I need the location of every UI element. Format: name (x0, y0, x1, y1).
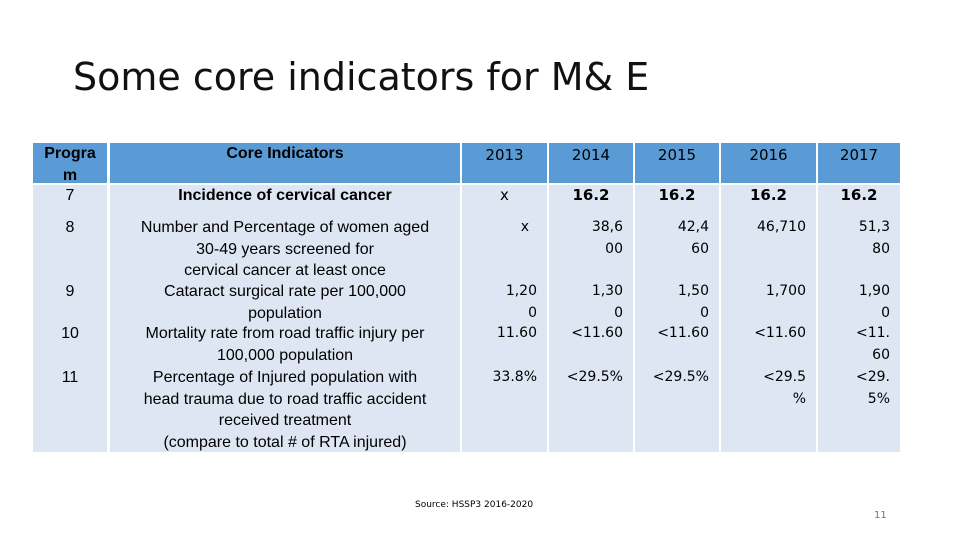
row-8-value-2017: 51,3 80 (858, 219, 890, 257)
row-9-value-2013: 1,20 0 (505, 283, 537, 321)
header-bg-col-4 (635, 143, 719, 183)
row-indicator-11: Percentage of Injured population with hea… (143, 369, 427, 451)
row-program-7: 7 (65, 187, 75, 204)
row-8-value-2014: 38,6 00 (591, 219, 623, 257)
body-bg-col-3 (549, 185, 633, 452)
row-9-value-2015: 1,50 0 (677, 283, 709, 321)
body-bg-col-0 (33, 185, 107, 452)
header-year-2014: 2014 (571, 146, 611, 164)
page-number: 11 (874, 510, 887, 521)
row-11-value-2015: <29.5% (652, 369, 709, 385)
source-note: Source: HSSP3 2016-2020 (415, 500, 534, 510)
row-program-8: 8 (65, 219, 75, 236)
row-11-value-2013: 33.8% (492, 369, 537, 385)
header-year-2013: 2013 (485, 146, 524, 164)
row-program-9: 9 (65, 283, 75, 300)
slide-title: Some core indicators for M& E (73, 55, 650, 99)
row-9-value-2016: 1,700 (765, 283, 806, 299)
header-year-2015: 2015 (657, 146, 697, 164)
body-bg-col-1 (110, 185, 460, 452)
header-bg-col-5 (721, 143, 816, 183)
body-bg-col-6 (818, 185, 900, 452)
row-11-value-2017: <29. 5% (856, 369, 890, 407)
row-11-value-2016: <29.5% (763, 369, 806, 407)
row-10-value-2015: <11.60 (657, 325, 709, 341)
header-bg-col-0 (33, 143, 107, 183)
body-bg-col-4 (635, 185, 719, 452)
row-7-value-2015: 16.2 (658, 186, 696, 204)
row-indicator-10: Mortality rate from road traffic injury … (145, 325, 425, 364)
row-7-value-2017: 16.2 (840, 186, 878, 204)
row-program-11: 11 (61, 369, 79, 386)
row-8-value-2016: 46,710 (757, 219, 806, 235)
header-bg-col-3 (549, 143, 633, 183)
row-8-value-2013: x (520, 219, 529, 235)
row-8-value-2015: 42,4 60 (677, 219, 709, 257)
header-core-indicators: Core Indicators (226, 145, 344, 162)
header-year-2017: 2017 (839, 146, 879, 164)
header-bg-col-6 (818, 143, 900, 183)
header-bg-col-1 (110, 143, 460, 183)
row-7-value-2016: 16.2 (749, 186, 787, 204)
row-10-value-2013: 11.60 (496, 325, 537, 341)
row-10-value-2014: <11.60 (571, 325, 623, 341)
header-program: Progra m (44, 145, 96, 184)
body-bg-col-5 (721, 185, 816, 452)
body-bg-col-2 (462, 185, 547, 452)
row-11-value-2014: <29.5% (566, 369, 623, 385)
row-indicator-9: Cataract surgical rate per 100,000 popula… (164, 283, 406, 322)
row-7-value-2014: 16.2 (572, 186, 610, 204)
row-10-value-2016: <11.60 (754, 325, 806, 341)
row-10-value-2017: <11. 60 (856, 325, 890, 363)
row-indicator-8: Number and Percentage of women aged 30-49… (140, 219, 430, 279)
row-9-value-2014: 1,30 0 (591, 283, 623, 321)
row-7-value-2013: x (500, 186, 509, 204)
header-year-2016: 2016 (749, 146, 788, 164)
row-program-10: 10 (61, 325, 79, 342)
header-bg-col-2 (462, 143, 547, 183)
row-9-value-2017: 1,90 0 (858, 283, 890, 321)
row-indicator-7: Incidence of cervical cancer (178, 187, 392, 204)
